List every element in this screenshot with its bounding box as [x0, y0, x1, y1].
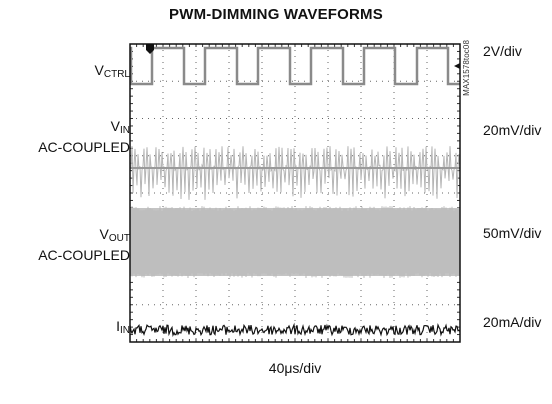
chart-title: PWM-DIMMING WAVEFORMS: [169, 6, 383, 23]
label-iin: IIN: [116, 318, 130, 339]
trace-vctrl: [129, 46, 460, 86]
scope-grid: [129, 43, 461, 343]
scale-vout: 50mV/div: [483, 225, 542, 241]
label-vout-note: AC-COUPLED: [38, 247, 130, 263]
scope-frame: [129, 43, 461, 343]
label-vout: VOUT AC-COUPLED: [38, 226, 130, 264]
label-iin-sub: IN: [120, 325, 130, 336]
level-marker-icon: [454, 63, 460, 69]
label-vctrl-sub: CTRL: [103, 69, 130, 80]
label-vin: VIN AC-COUPLED: [38, 118, 130, 156]
scope-traces: [129, 44, 461, 338]
scale-iin: 20mA/div: [483, 314, 542, 330]
label-vin-note: AC-COUPLED: [38, 139, 130, 155]
label-iin-main: I: [116, 318, 120, 334]
trigger-marker-icon: [146, 44, 154, 54]
label-vctrl-main: V: [94, 62, 104, 78]
label-vctrl: VCTRL: [95, 62, 130, 83]
trace-vout-band: [130, 208, 460, 276]
scale-vin: 20mV/div: [483, 122, 542, 138]
trace-vin: [129, 145, 461, 200]
label-vout-sub: OUT: [108, 233, 130, 244]
scale-vctrl: 2V/div: [483, 43, 522, 59]
trace-iin: [129, 322, 461, 338]
x-axis-label: 40μs/div: [268, 360, 322, 376]
label-vin-main: V: [110, 118, 120, 134]
label-vout-main: V: [99, 226, 109, 242]
label-vin-sub: IN: [120, 125, 130, 136]
